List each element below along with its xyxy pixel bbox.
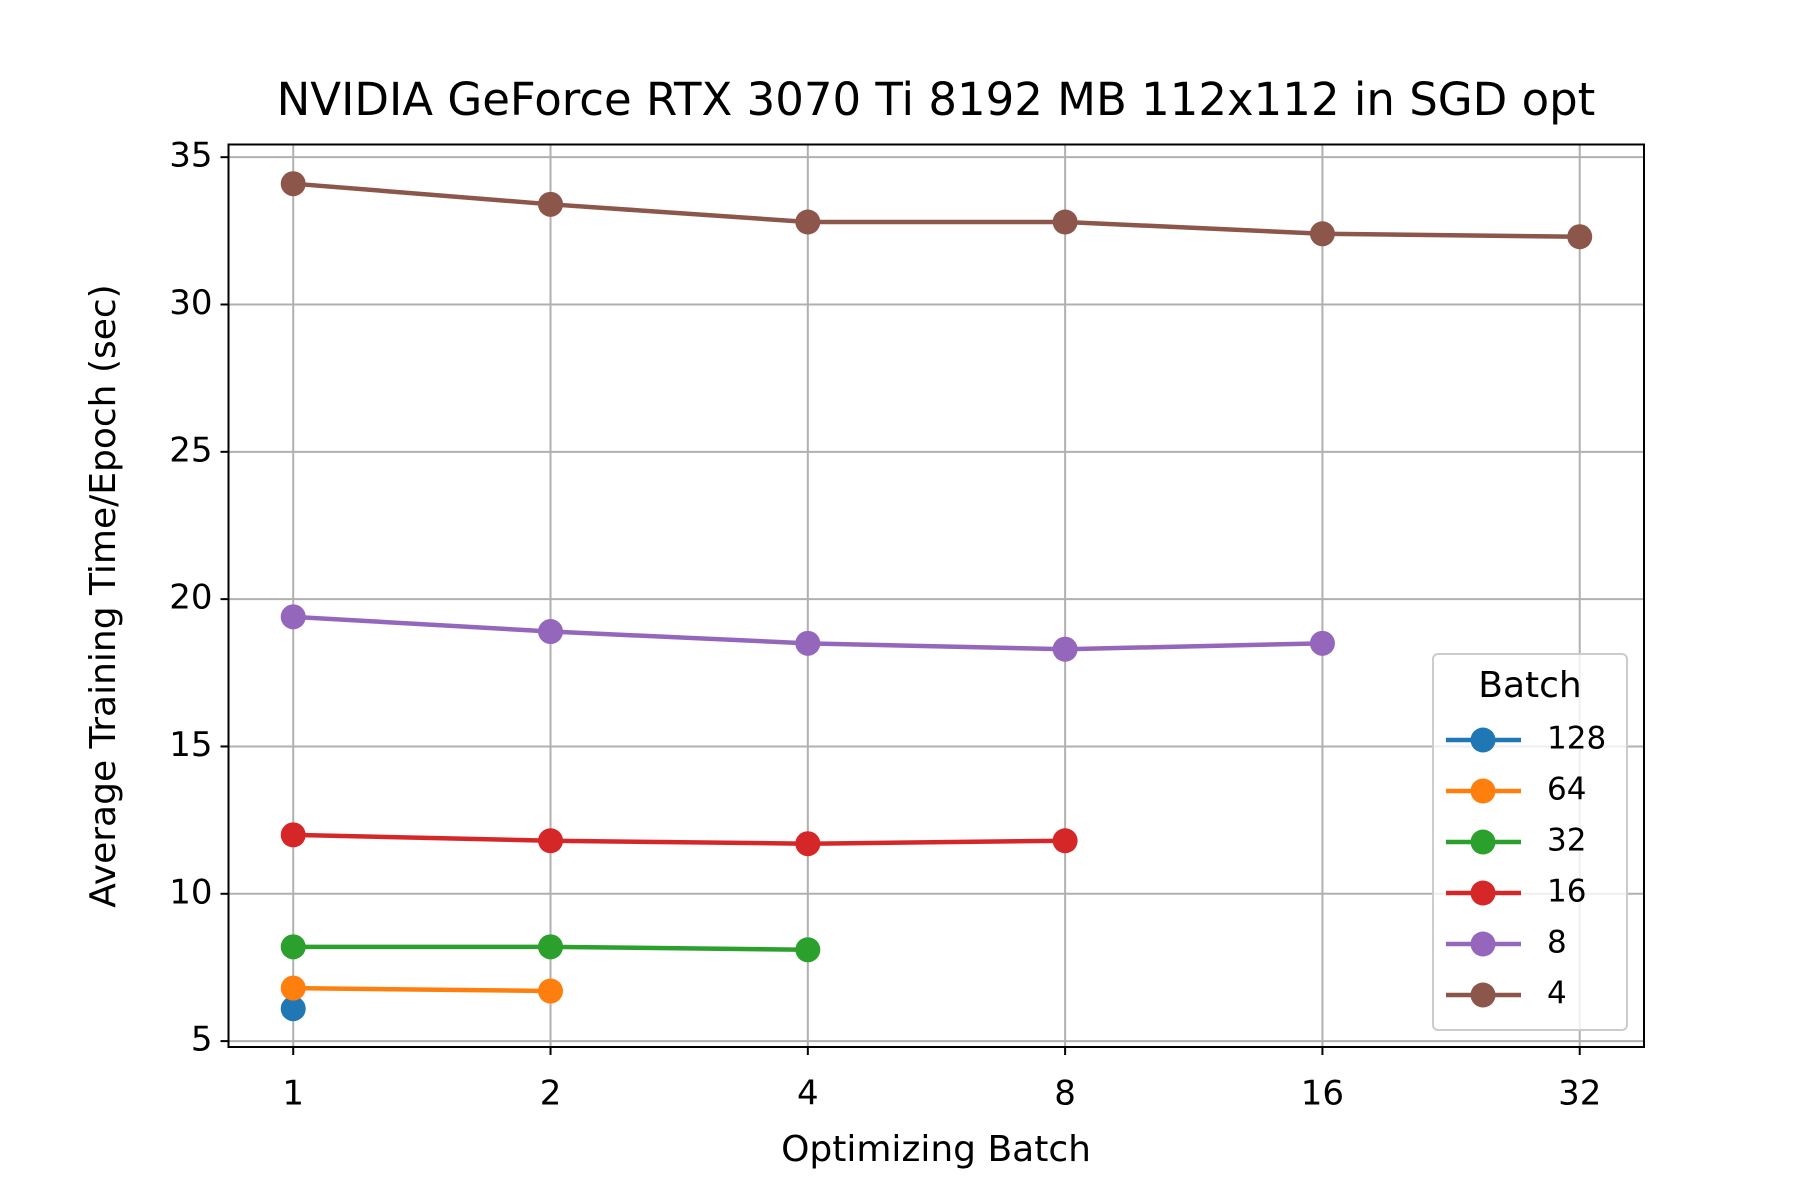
data-point	[795, 937, 821, 963]
data-point	[1052, 209, 1078, 235]
series-line	[293, 832, 1066, 846]
data-point	[538, 191, 564, 217]
y-tick-label: 5	[191, 1020, 213, 1060]
data-point	[1309, 221, 1335, 247]
legend-marker	[1470, 982, 1496, 1008]
data-point	[280, 822, 306, 848]
legend-marker	[1470, 727, 1496, 753]
y-tick-label: 10	[169, 872, 212, 912]
y-tick-label: 15	[169, 725, 212, 765]
x-tick-label: 8	[1054, 1074, 1076, 1114]
data-point	[1052, 636, 1078, 662]
data-point	[538, 934, 564, 960]
data-point	[1052, 828, 1078, 854]
y-axis-label: Average Training Time/Epoch (sec)	[83, 284, 124, 907]
legend-label: 8	[1547, 925, 1567, 961]
data-point	[280, 975, 306, 1001]
legend-marker	[1470, 829, 1496, 855]
data-point	[538, 619, 564, 645]
x-tick-label: 16	[1301, 1074, 1344, 1114]
y-tick-label: 30	[169, 283, 212, 323]
legend-label: 64	[1547, 772, 1586, 808]
data-point	[280, 171, 306, 197]
series-line	[293, 181, 1580, 239]
data-point	[795, 209, 821, 235]
data-point	[538, 978, 564, 1004]
legend-label: 128	[1547, 721, 1606, 757]
y-tick-label: 20	[169, 578, 212, 618]
x-tick-label: 32	[1558, 1074, 1601, 1114]
data-point	[795, 831, 821, 857]
legend-marker	[1470, 880, 1496, 906]
legend-marker	[1470, 778, 1496, 804]
data-point	[1309, 630, 1335, 656]
series-line	[293, 985, 551, 994]
y-tick-label: 25	[169, 430, 212, 470]
chart-title: NVIDIA GeForce RTX 3070 Ti 8192 MB 112x1…	[277, 73, 1596, 126]
legend-label: 16	[1547, 874, 1586, 910]
legend-label: 32	[1547, 823, 1586, 859]
legend-label: 4	[1547, 976, 1567, 1012]
data-point	[538, 828, 564, 854]
plot-frame	[227, 143, 1645, 1048]
data-point	[1567, 224, 1593, 250]
legend-marker	[1470, 931, 1496, 957]
x-tick-label: 4	[797, 1074, 819, 1114]
data-point	[280, 604, 306, 630]
data-point	[795, 630, 821, 656]
legend-title: Batch	[1478, 665, 1581, 706]
data-point	[280, 996, 306, 1022]
x-axis-label: Optimizing Batch	[781, 1129, 1091, 1170]
x-tick-label: 2	[540, 1074, 562, 1114]
data-point	[280, 934, 306, 960]
x-tick-label: 1	[282, 1074, 304, 1114]
y-tick-label: 35	[169, 136, 212, 176]
